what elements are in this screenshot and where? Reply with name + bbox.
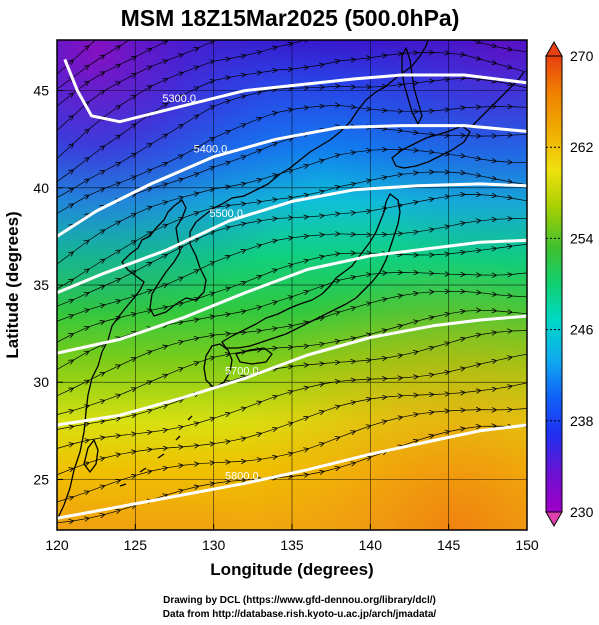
- colorbar-tick-label: 262: [570, 139, 594, 155]
- plot-area: 5300.0 5400.0 5500.0 5700.0 5800.0: [57, 40, 527, 530]
- contour-line: [57, 182, 527, 295]
- x-tick-label: 135: [280, 537, 304, 553]
- coastline-taiwan: [83, 439, 99, 473]
- x-tick-label: 150: [515, 537, 539, 553]
- contour-line: [57, 238, 527, 355]
- contour-line: [57, 423, 527, 520]
- contour-line: [57, 124, 527, 238]
- coastline-shikoku: [235, 347, 273, 365]
- contour-line: [57, 314, 527, 427]
- coastline-hokkaido: [391, 125, 471, 169]
- colorbar: 270 262 254 246 238 230: [545, 40, 594, 528]
- colorbar-tick-label: 238: [570, 413, 594, 429]
- y-tick-label: 40: [33, 180, 49, 196]
- x-tick-label: 130: [202, 537, 226, 553]
- lat-lon-grid: [57, 40, 527, 530]
- y-tick-label: 30: [33, 374, 49, 390]
- colorbar-ticks: 270 262 254 246 238 230: [546, 48, 594, 520]
- y-axis-ticks: 25 30 35 40 45: [33, 83, 63, 487]
- coastlines: [57, 40, 525, 521]
- x-tick-label: 120: [45, 537, 69, 553]
- y-tick-label: 25: [33, 471, 49, 487]
- x-tick-label: 145: [437, 537, 461, 553]
- x-tick-label: 125: [124, 537, 148, 553]
- colorbar-tick-label: 230: [570, 504, 594, 520]
- colorbar-top-arrow: [545, 40, 563, 57]
- coastline-china-korea: [57, 40, 429, 521]
- contour-label: 5700.0: [225, 365, 259, 377]
- colorbar-tick-label: 270: [570, 48, 594, 64]
- colorbar-tick-label: 254: [570, 230, 594, 246]
- x-axis-ticks: 120 125 130 135 140 145 150: [45, 524, 539, 553]
- contour-line: [63, 58, 527, 124]
- map-title: MSM 18Z15Mar2025 (500.0hPa): [121, 5, 460, 31]
- x-tick-label: 140: [359, 537, 383, 553]
- colorbar-tick-label: 246: [570, 322, 594, 338]
- coastline-ryukyu: [119, 415, 193, 487]
- contour-label: 5800.0: [225, 470, 259, 482]
- contour-label: 5400.0: [194, 144, 228, 156]
- contour-label: 5500.0: [209, 208, 243, 220]
- credit-drawing: Drawing by DCL (https://www.gfd-dennou.o…: [163, 595, 436, 606]
- y-tick-label: 45: [33, 83, 49, 99]
- y-tick-label: 35: [33, 277, 49, 293]
- colorbar-scale: [545, 55, 563, 513]
- y-axis-label: Latitude (degrees): [3, 211, 22, 358]
- contour-label: 5300.0: [162, 93, 196, 105]
- colorbar-bottom-arrow: [545, 511, 563, 528]
- credit-data: Data from http://database.rish.kyoto-u.a…: [162, 609, 437, 620]
- coastline-honshu: [221, 193, 401, 349]
- x-axis-label: Longitude (degrees): [210, 560, 373, 579]
- geopotential-contours: 5300.0 5400.0 5500.0 5700.0 5800.0: [57, 58, 527, 520]
